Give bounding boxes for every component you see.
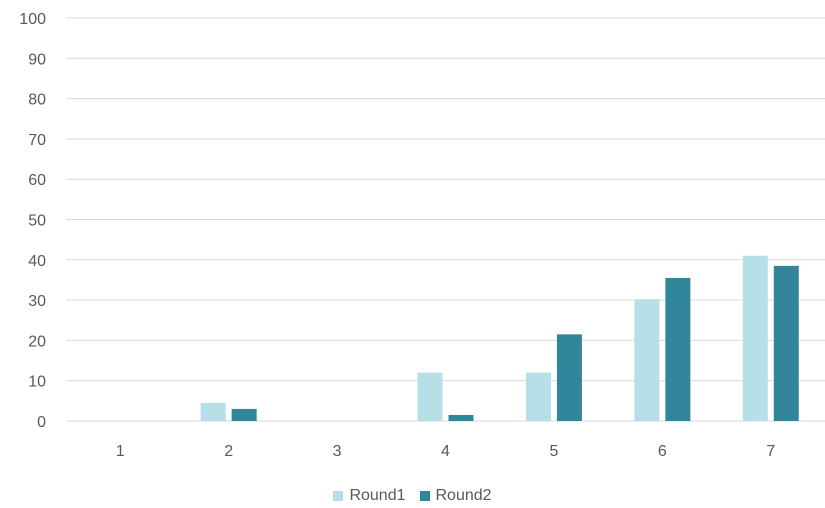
legend: Round1 Round2 bbox=[0, 484, 825, 508]
y-tick-label-70: 70 bbox=[28, 132, 46, 149]
x-axis-tick-labels: 1 2 3 4 5 6 7 bbox=[116, 443, 776, 460]
legend-swatch-round2 bbox=[419, 491, 430, 501]
y-tick-label-60: 60 bbox=[28, 172, 46, 189]
bar-round1-4 bbox=[417, 372, 443, 421]
bars bbox=[200, 255, 799, 421]
bar-round1-2 bbox=[200, 402, 226, 421]
bar-round2-7 bbox=[773, 265, 799, 421]
legend-label-round2: Round2 bbox=[435, 487, 492, 504]
bar-round1-6 bbox=[634, 299, 660, 421]
y-axis-tick-labels: 0 10 20 30 40 50 60 70 80 90 100 bbox=[19, 11, 46, 431]
x-tick-label-3: 3 bbox=[333, 443, 342, 460]
y-tick-label-10: 10 bbox=[28, 374, 46, 391]
bar-round2-2 bbox=[231, 408, 257, 421]
x-tick-label-5: 5 bbox=[549, 443, 558, 460]
x-tick-label-2: 2 bbox=[224, 443, 233, 460]
legend-item-round1: Round1 bbox=[333, 487, 406, 505]
x-tick-label-6: 6 bbox=[658, 443, 667, 460]
bar-round1-5 bbox=[525, 372, 551, 421]
y-tick-label-80: 80 bbox=[28, 92, 46, 109]
bar-round2-4 bbox=[448, 414, 474, 421]
y-tick-label-30: 30 bbox=[28, 293, 46, 310]
bar-round1-7 bbox=[742, 255, 768, 421]
y-tick-label-50: 50 bbox=[28, 213, 46, 230]
legend-label-round1: Round1 bbox=[349, 487, 406, 504]
y-tick-label-90: 90 bbox=[28, 51, 46, 68]
bar-round2-6 bbox=[665, 277, 691, 421]
x-tick-label-4: 4 bbox=[441, 443, 450, 460]
x-tick-label-1: 1 bbox=[116, 443, 125, 460]
y-tick-label-100: 100 bbox=[19, 11, 46, 28]
grid-lines bbox=[66, 17, 825, 422]
x-tick-label-7: 7 bbox=[766, 443, 775, 460]
legend-swatch-round1 bbox=[333, 491, 344, 501]
y-tick-label-0: 0 bbox=[37, 414, 46, 431]
legend-item-round2: Round2 bbox=[419, 487, 492, 505]
bar-round2-5 bbox=[556, 334, 582, 421]
y-tick-label-40: 40 bbox=[28, 253, 46, 270]
y-tick-label-20: 20 bbox=[28, 333, 46, 350]
